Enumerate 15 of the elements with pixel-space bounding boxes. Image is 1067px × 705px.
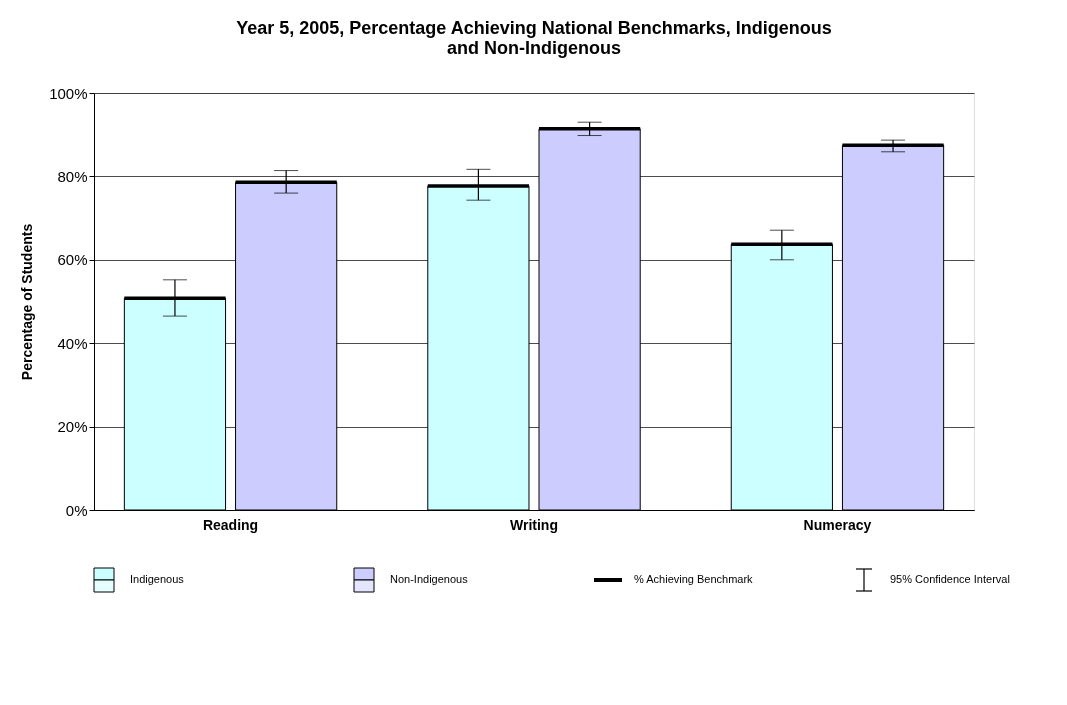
x-tick-label: Numeracy [803, 516, 872, 533]
chart-title: Year 5, 2005, Percentage Achieving National Benchmarks, Indigenous and Non-Indigenous [236, 18, 832, 58]
x-tick-label: Writing [510, 516, 558, 533]
legend-label: Non-Indigenous [390, 573, 469, 585]
y-tick-label: 40% [57, 334, 88, 352]
text: 95% Confidence Interval [890, 573, 1010, 585]
y-tick-label: 20% [57, 418, 88, 436]
y-tick-label: 80% [57, 167, 88, 185]
x-tick-label: Reading [202, 516, 259, 533]
text: % Achieving Benchmark [634, 573, 754, 585]
legend-label: Indigenous [130, 573, 185, 585]
y-tick-label: 0% [65, 501, 88, 519]
y-tick-label: 100% [49, 84, 88, 102]
y-axis-title: Percentage of Students [19, 223, 36, 381]
y-tick-label: 60% [57, 251, 88, 269]
